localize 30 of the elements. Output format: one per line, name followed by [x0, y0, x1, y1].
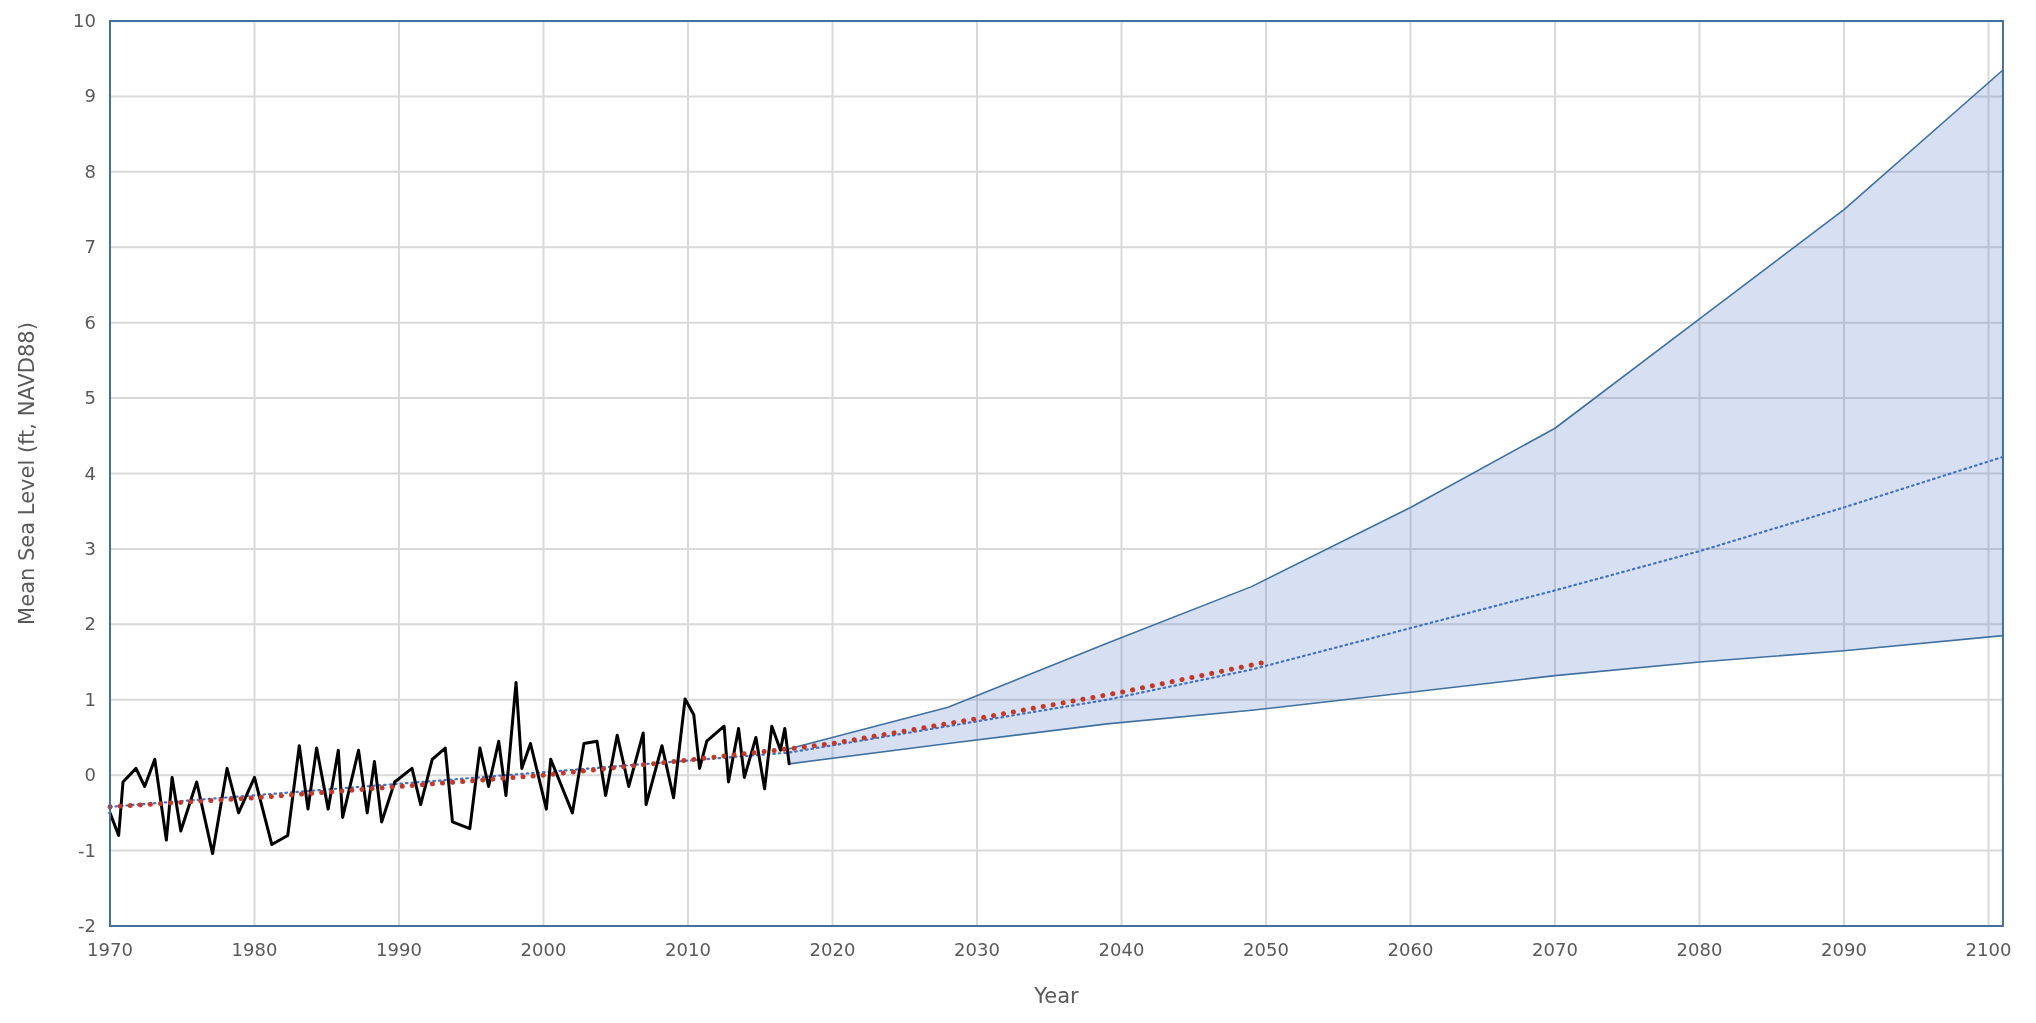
y-tick-label: 0	[84, 764, 96, 786]
x-tick-label: 2050	[1243, 939, 1289, 960]
x-axis-title: Year	[1033, 984, 1080, 1008]
y-tick-label: 6	[84, 311, 96, 333]
x-tick-label: 2040	[1098, 939, 1145, 960]
y-tick-label: 8	[84, 160, 96, 182]
x-tick-label: 1990	[376, 939, 422, 960]
x-tick-label: 2000	[520, 939, 567, 960]
y-tick-label: 9	[84, 85, 96, 107]
y-tick-label: 4	[84, 462, 96, 484]
y-axis-title: Mean Sea Level (ft, NAVD88)	[15, 322, 39, 625]
x-tick-label: 2070	[1532, 939, 1578, 960]
y-tick-label: 3	[84, 537, 96, 559]
y-tick-label: 1	[84, 688, 96, 710]
y-tick-label: 7	[84, 236, 96, 258]
y-tick-label: -1	[78, 839, 96, 861]
x-tick-label: 2010	[665, 939, 711, 960]
x-tick-label: 1970	[87, 939, 133, 960]
x-tick-label: 1980	[231, 939, 278, 960]
line-series	[108, 680, 791, 856]
x-tick-label: 2080	[1676, 939, 1723, 960]
y-tick-label: 10	[73, 10, 96, 31]
x-tick-label: 2030	[954, 939, 1000, 960]
y-tick-label: 2	[84, 613, 96, 635]
x-tick-label: 2100	[1965, 939, 2012, 960]
y-tick-label: 5	[84, 387, 96, 409]
x-tick-label: 2090	[1821, 939, 1867, 960]
x-tick-label: 2020	[809, 939, 856, 960]
y-tick-label: -2	[78, 915, 96, 936]
x-tick-label: 2060	[1387, 939, 1434, 960]
